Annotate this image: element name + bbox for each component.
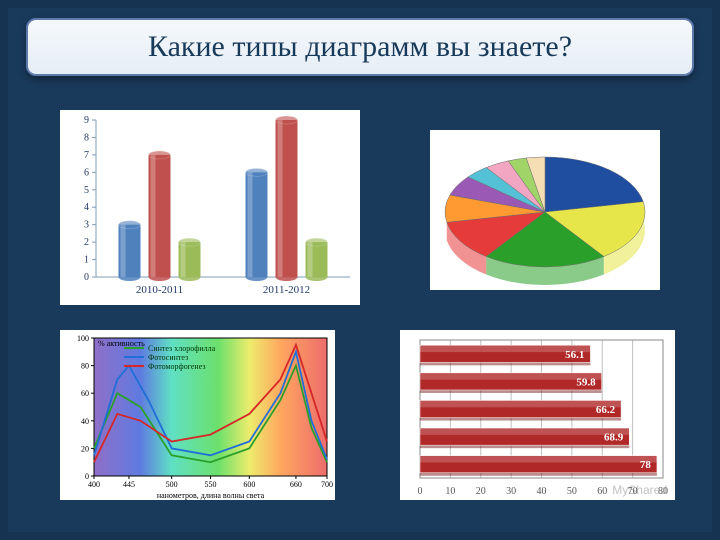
svg-text:600: 600 (243, 480, 255, 489)
svg-text:0: 0 (418, 486, 423, 497)
svg-text:1: 1 (84, 255, 89, 266)
svg-text:40: 40 (537, 486, 547, 497)
svg-text:445: 445 (123, 480, 135, 489)
svg-text:68.9: 68.9 (604, 432, 624, 444)
svg-text:400: 400 (88, 480, 100, 489)
svg-text:3: 3 (84, 220, 89, 231)
svg-text:700: 700 (321, 480, 333, 489)
svg-text:78: 78 (640, 459, 652, 471)
svg-text:Синтез хлорофилла: Синтез хлорофилла (148, 344, 216, 353)
svg-text:10: 10 (445, 486, 455, 497)
svg-text:660: 660 (290, 480, 302, 489)
svg-text:6: 6 (84, 167, 89, 178)
svg-text:100: 100 (77, 334, 89, 343)
svg-text:7: 7 (84, 150, 89, 161)
svg-text:2: 2 (84, 237, 89, 248)
svg-text:20: 20 (476, 486, 486, 497)
svg-text:30: 30 (506, 486, 516, 497)
pie-chart-panel (430, 130, 660, 290)
svg-text:59.8: 59.8 (576, 376, 596, 388)
svg-text:60: 60 (597, 486, 607, 497)
slide-title-text: Какие типы диаграмм вы знаете? (148, 30, 572, 63)
column-chart-panel: 0 1 2 3 4 5 6 7 8 9 2010-2011 2011-2012 (60, 110, 360, 305)
svg-text:500: 500 (166, 480, 178, 489)
svg-text:4: 4 (84, 202, 89, 213)
slide-title: Какие типы диаграмм вы знаете? (26, 18, 694, 76)
svg-text:MyShared: MyShared (612, 483, 667, 497)
svg-text:0: 0 (84, 272, 89, 283)
svg-text:56.1: 56.1 (565, 349, 584, 361)
svg-text:40: 40 (81, 417, 89, 426)
svg-text:550: 550 (205, 480, 217, 489)
hbar-chart-panel: 0102030405060708056.159.866.268.978MySha… (400, 330, 675, 500)
svg-text:5: 5 (84, 185, 89, 196)
svg-text:60: 60 (81, 389, 89, 398)
svg-text:2010-2011: 2010-2011 (136, 284, 183, 296)
svg-text:9: 9 (84, 115, 89, 126)
svg-text:2011-2012: 2011-2012 (263, 284, 310, 296)
svg-text:8: 8 (84, 132, 89, 143)
svg-text:50: 50 (567, 486, 577, 497)
svg-text:20: 20 (81, 444, 89, 453)
svg-text:66.2: 66.2 (596, 404, 616, 416)
svg-text:Фотоморфогенез: Фотоморфогенез (148, 362, 206, 371)
svg-text:Фотосинтез: Фотосинтез (148, 353, 188, 362)
spectrum-chart-panel: 020406080100400445500550600660700наномет… (60, 330, 335, 500)
svg-text:% активность: % активность (98, 339, 145, 348)
svg-text:нанометров, длина волны света: нанометров, длина волны света (157, 491, 265, 500)
svg-text:80: 80 (81, 362, 89, 371)
